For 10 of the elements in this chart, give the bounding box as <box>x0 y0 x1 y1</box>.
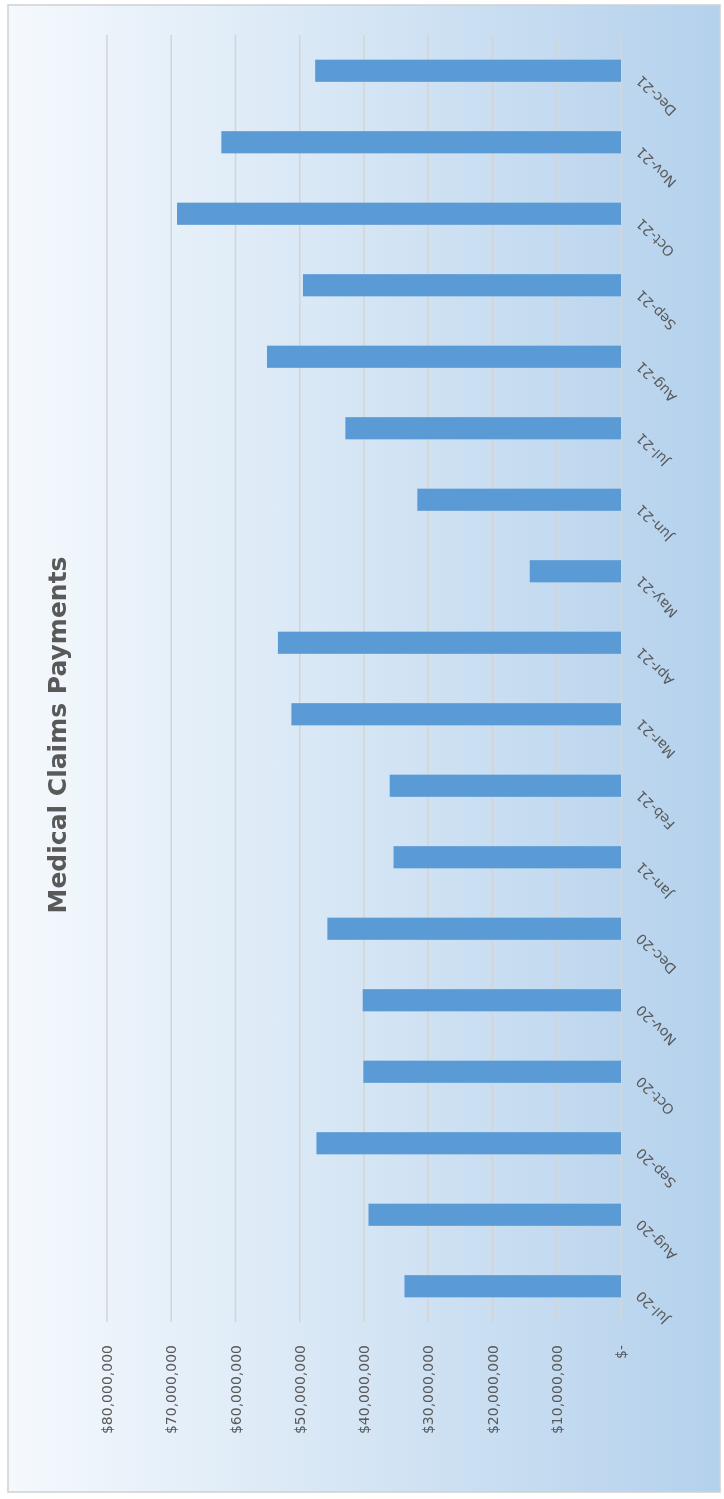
x-tick-label: $50,000,000 <box>291 1345 308 1435</box>
x-tick-label: $60,000,000 <box>227 1345 244 1435</box>
x-tick-label: $30,000,000 <box>420 1345 437 1435</box>
x-tick-label: $70,000,000 <box>163 1345 180 1435</box>
x-tick-label: $10,000,000 <box>548 1345 565 1435</box>
x-tick-label: $40,000,000 <box>356 1345 372 1435</box>
x-tick-label: $20,000,000 <box>484 1345 501 1435</box>
text: Medical Claims Payments <box>43 556 72 914</box>
x-tick-label: $80,000,000 <box>99 1345 115 1435</box>
x-tick-label: $- <box>613 1345 629 1359</box>
